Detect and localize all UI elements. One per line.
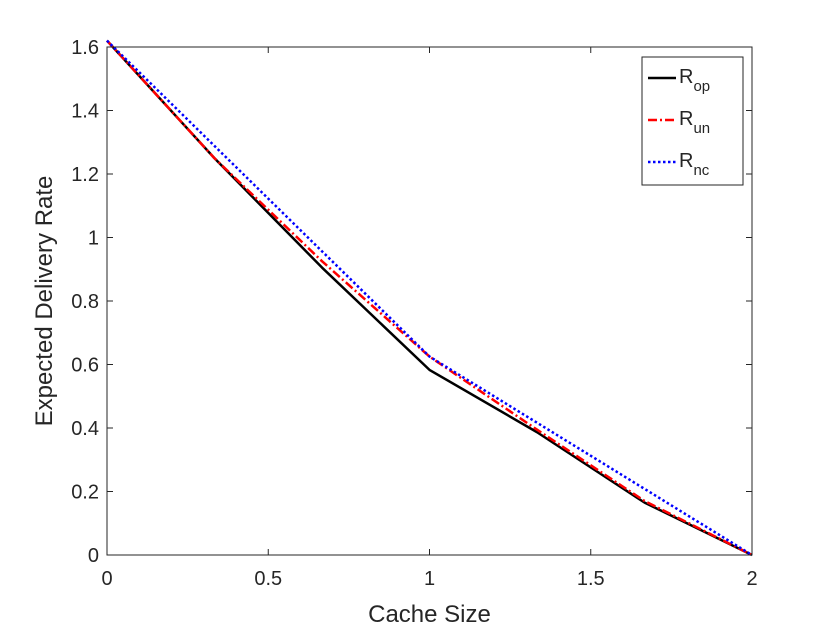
x-tick-label: 0 [101,568,112,590]
ticks-layer: 0 0.5 1 1.5 2 0 0.2 0.4 0.6 0.8 1 1.2 1.4 1.6 [71,37,757,590]
x-tick-label: 1.5 [577,568,605,590]
series-layer [106,39,753,557]
series-line-un [106,39,753,557]
x-axis-label: Cache Size [368,601,491,628]
y-tick-label: 0.4 [71,418,99,440]
y-tick-label: 1.2 [71,164,99,186]
y-tick-label: 0.2 [71,482,99,504]
y-tick-label: 0.6 [71,355,99,377]
y-tick-label: 0 [88,545,99,567]
x-tick-label: 2 [746,568,757,590]
y-axis-label: Expected Delivery Rate [31,176,58,427]
x-tick-label: 0.5 [254,568,282,590]
y-tick-label: 1 [88,228,99,250]
y-tick-label: 1.4 [71,101,99,123]
x-tick-label: 1 [424,568,435,590]
series-line-nc [106,39,753,557]
y-tick-label: 0.8 [71,291,99,313]
y-tick-label: 1.6 [71,37,99,59]
